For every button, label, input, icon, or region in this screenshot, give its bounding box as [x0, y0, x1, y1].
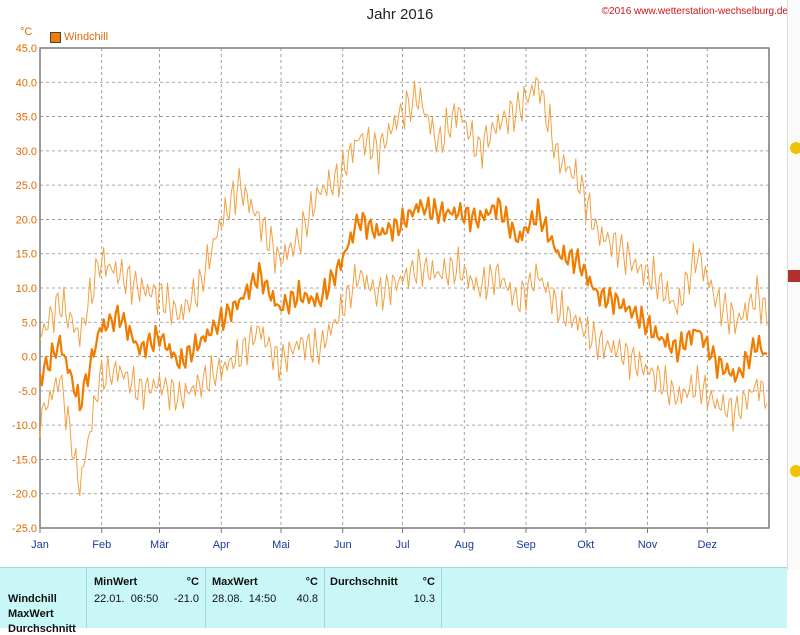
windchill-line-chart: 45.0 40.0 35.0 30.0 25.0 20.0 15.0 10.0 5.0 0.0 -5… [12, 43, 770, 551]
y-tick-label: -25.0 [12, 523, 37, 535]
y-tick-label: -10.0 [12, 420, 37, 432]
x-tick-label: Mai [272, 539, 290, 551]
x-tick-label: Mär [150, 539, 169, 551]
min-header: MinWert [94, 576, 138, 588]
series-line-min [39, 246, 768, 497]
y-tick-label: 5.0 [22, 317, 37, 329]
x-tick-label: Jun [334, 539, 352, 551]
x-tick-label: Apr [213, 539, 230, 551]
row-label-durchschnitt: Durchschnitt [8, 623, 76, 635]
min-unit: °C [186, 576, 199, 588]
axis-layer: 45.0 40.0 35.0 30.0 25.0 20.0 15.0 10.0 5.0 0.0 -5… [12, 43, 717, 551]
row-label-windchill: Windchill [8, 593, 57, 605]
y-tick-label: 0.0 [22, 352, 37, 364]
legend-swatch [50, 31, 61, 43]
y-tick-label: 25.0 [16, 180, 37, 192]
row-label-maxwert: MaxWert [8, 608, 54, 620]
series-line-windchill [38, 196, 768, 412]
x-tick-label: Dez [697, 539, 717, 551]
max-value: 40.8 [296, 593, 318, 605]
y-unit-label: °C [20, 26, 33, 38]
y-tick-label: 30.0 [16, 146, 37, 158]
y-tick-label: -5.0 [18, 386, 37, 398]
y-tick-label: -20.0 [12, 489, 37, 501]
min-value: -21.0 [173, 593, 199, 605]
stats-avg-column: Durchschnitt °C 10.3 [324, 568, 442, 628]
y-tick-label: 35.0 [16, 112, 37, 124]
max-header: MaxWert [212, 576, 258, 588]
stats-label-column: Windchill MaxWert Durchschnitt [0, 568, 87, 635]
x-tick-label: Aug [454, 539, 474, 551]
x-tick-label: Jan [31, 539, 49, 551]
y-tick-label: 45.0 [16, 43, 37, 55]
copyright-link[interactable]: ©2016 www.wetterstation-wechselburg.de [601, 6, 788, 17]
stats-panel: Windchill MaxWert Durchschnitt MinWert °… [0, 567, 787, 635]
max-time: 28.08. 14:50 [212, 593, 277, 605]
avg-unit: °C [422, 576, 435, 588]
legend: Windchill [50, 31, 108, 43]
chart-title: Jahr 2016 [366, 6, 434, 23]
x-tick-label: Jul [395, 539, 409, 551]
y-tick-label: 10.0 [16, 283, 37, 295]
x-tick-label: Sep [516, 539, 536, 551]
grid-layer [39, 47, 770, 529]
x-tick-label: Nov [638, 539, 658, 551]
stats-max-column: MaxWert °C 28.08. 14:50 40.8 [205, 568, 325, 628]
weather-sun-icon [790, 465, 800, 477]
min-time: 22.01. 06:50 [94, 593, 159, 605]
weather-sun-icon [790, 142, 800, 154]
series-layer [38, 77, 768, 497]
series-line-max [39, 77, 768, 348]
y-tick-label: -15.0 [12, 454, 37, 466]
y-tick-label: 15.0 [16, 249, 37, 261]
max-unit: °C [305, 576, 318, 588]
side-strip [787, 0, 800, 570]
y-tick-label: 20.0 [16, 214, 37, 226]
y-tick-label: 40.0 [16, 77, 37, 89]
avg-value: 10.3 [413, 593, 435, 605]
x-tick-label: Okt [577, 539, 594, 551]
avg-header: Durchschnitt [330, 576, 398, 588]
legend-label: Windchill [64, 31, 109, 43]
strip-marker [788, 270, 800, 282]
x-tick-label: Feb [92, 539, 111, 551]
stats-min-column: MinWert °C 22.01. 06:50 -21.0 [86, 568, 206, 628]
